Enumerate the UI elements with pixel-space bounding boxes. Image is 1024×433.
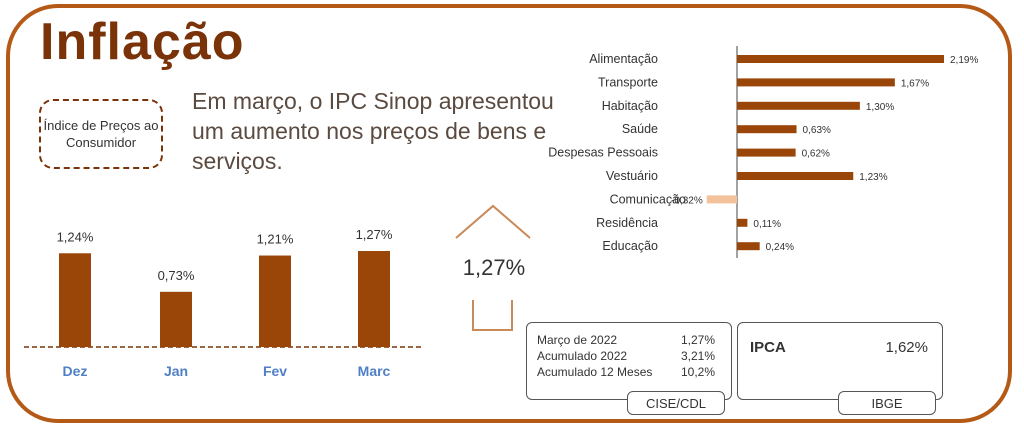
month-bar-value: 1,24% [57,229,94,244]
summary-row-value: 3,21% [680,349,715,363]
category-label: Residência [596,216,658,230]
category-bar-value: 0,63% [803,125,831,136]
highlight-value: 1,27% [463,255,525,280]
page-title: Inflação [40,13,245,71]
category-bar [737,125,797,134]
month-bar [259,255,291,347]
month-axis-label: Marc [358,363,391,379]
summary-row: Acumulado 12 Meses 10,2% [537,365,727,379]
category-bar-value: 2,19% [950,55,978,66]
house-icon [455,204,531,331]
category-bar-value: -0,32% [671,195,703,206]
category-bar [737,242,760,251]
summary-row-value: 10,2% [680,365,715,379]
month-axis-label: Fev [263,363,287,379]
summary-source-tag: CISE/CDL [627,391,725,415]
category-label: Saúde [622,122,658,136]
ipca-label: IPCA [750,339,786,356]
category-label: Educação [602,239,658,253]
ipca-value: 1,62% [885,339,928,356]
category-bar-value: 1,30% [866,102,894,113]
category-bar-value: 0,24% [766,242,794,253]
category-label: Comunicação [610,192,686,206]
ipc-badge-text: Índice de Preços ao Consumidor [43,118,159,150]
month-bar [358,251,390,347]
summary-row: Março de 2022 1,27% [537,333,727,347]
headline-text: Em março, o IPC Sinop apresentou um aume… [192,88,554,174]
month-axis-label: Dez [63,363,88,379]
category-bar [706,195,737,204]
month-axis-label: Jan [164,363,188,379]
category-label: Despesas Pessoais [548,146,658,160]
category-label: Alimentação [589,52,658,66]
summary-box: Março de 2022 1,27% Acumulado 2022 3,21%… [526,322,732,400]
month-bar-value: 1,27% [356,227,393,242]
monthly-bar-chart: 1,24% Dez 0,73% Jan 1,21% Fev 1,27% Marc [24,227,422,379]
category-bar [737,218,748,227]
summary-row: Acumulado 2022 3,21% [537,349,727,363]
card-frame [6,4,1012,423]
month-bar-value: 0,73% [158,268,195,283]
category-bar [737,78,895,87]
category-bar-chart: 2,19% Alimentação 1,67% Transporte 1,30% Habi… [548,46,978,258]
summary-row-value: 1,27% [680,333,715,347]
category-label: Transporte [598,75,658,89]
category-bar [737,148,796,157]
summary-row-label: Acumulado 12 Meses [537,365,653,379]
category-bar [737,172,854,180]
ipca-box: IPCA 1,62% [737,322,943,400]
category-bar-value: 0,11% [753,219,781,230]
category-bar [737,101,860,110]
month-bar [160,291,192,347]
category-label: Vestuário [606,169,658,183]
category-bar-value: 0,62% [802,149,830,160]
category-bar [737,55,944,63]
month-bar [59,253,91,347]
month-bar-value: 1,21% [257,232,294,247]
summary-row-label: Acumulado 2022 [537,349,628,363]
category-label: Habitação [602,99,658,113]
ipca-source-tag: IBGE [838,391,936,415]
category-bar-value: 1,23% [859,172,887,183]
ipc-badge: Índice de Preços ao Consumidor [39,99,163,169]
category-bar-value: 1,67% [901,78,929,89]
summary-row-label: Março de 2022 [537,333,618,347]
